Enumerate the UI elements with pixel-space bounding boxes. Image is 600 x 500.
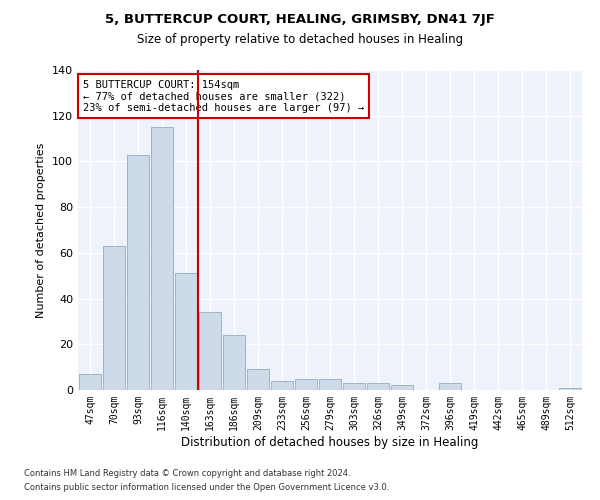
Bar xyxy=(199,312,221,390)
Y-axis label: Number of detached properties: Number of detached properties xyxy=(37,142,46,318)
Bar xyxy=(367,383,389,390)
Bar xyxy=(103,246,125,390)
Text: 5, BUTTERCUP COURT, HEALING, GRIMSBY, DN41 7JF: 5, BUTTERCUP COURT, HEALING, GRIMSBY, DN… xyxy=(105,12,495,26)
Text: Contains HM Land Registry data © Crown copyright and database right 2024.: Contains HM Land Registry data © Crown c… xyxy=(24,468,350,477)
Bar xyxy=(439,383,461,390)
Bar xyxy=(127,154,149,390)
Bar xyxy=(247,370,269,390)
Bar xyxy=(343,383,365,390)
Text: Size of property relative to detached houses in Healing: Size of property relative to detached ho… xyxy=(137,32,463,46)
Bar xyxy=(151,127,173,390)
Bar xyxy=(79,374,101,390)
X-axis label: Distribution of detached houses by size in Healing: Distribution of detached houses by size … xyxy=(181,436,479,448)
Bar xyxy=(319,378,341,390)
Text: 5 BUTTERCUP COURT: 154sqm
← 77% of detached houses are smaller (322)
23% of semi: 5 BUTTERCUP COURT: 154sqm ← 77% of detac… xyxy=(83,80,364,113)
Bar xyxy=(391,386,413,390)
Text: Contains public sector information licensed under the Open Government Licence v3: Contains public sector information licen… xyxy=(24,484,389,492)
Bar xyxy=(271,381,293,390)
Bar xyxy=(175,274,197,390)
Bar xyxy=(223,335,245,390)
Bar xyxy=(559,388,581,390)
Bar xyxy=(295,378,317,390)
